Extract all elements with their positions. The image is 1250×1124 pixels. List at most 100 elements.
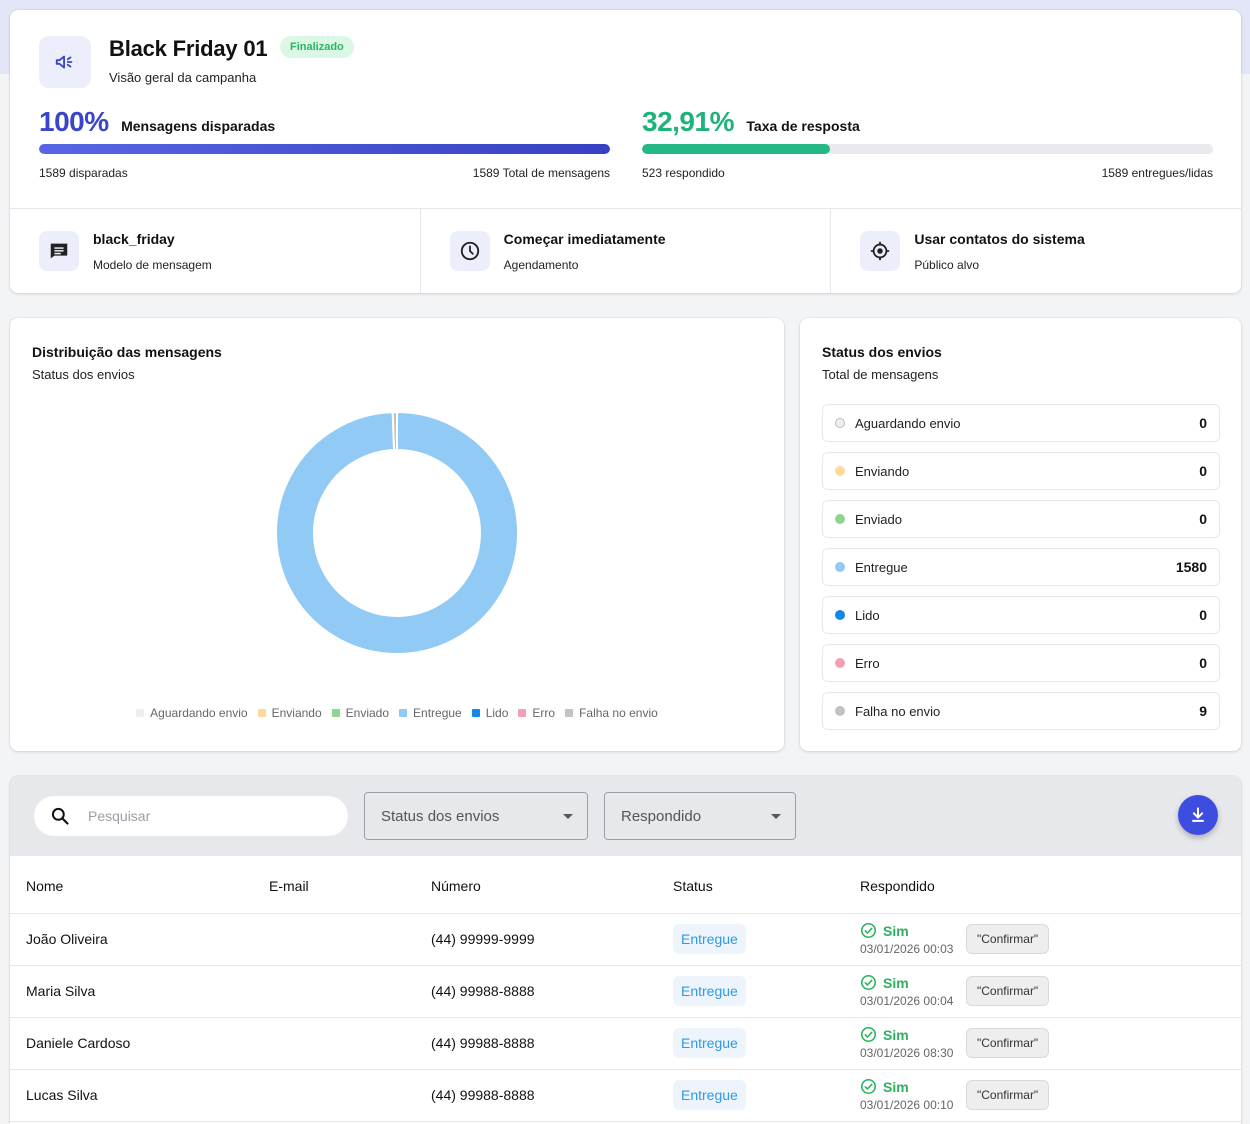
sent-count: 1589 disparadas [39, 166, 128, 180]
table-row[interactable]: Maria Silva (44) 99988-8888 Entregue Sim… [10, 966, 1241, 1018]
col-name-header[interactable]: Nome [26, 878, 64, 894]
responded-filter-select[interactable]: Respondido [604, 792, 796, 840]
cell-number: (44) 99988-8888 [431, 1087, 535, 1103]
legend-item[interactable]: Aguardando envio [136, 706, 248, 720]
status-value: 0 [1199, 607, 1207, 623]
legend-label: Enviando [271, 706, 322, 720]
status-summary-subtitle: Total de mensagens [822, 367, 939, 382]
col-status-header[interactable]: Status [673, 878, 713, 894]
status-row-aguardando: Aguardando envio 0 [822, 404, 1220, 442]
status-dot [835, 514, 845, 524]
clock-icon [449, 231, 490, 271]
legend-label: Enviado [345, 706, 390, 720]
chevron-down-icon [563, 814, 573, 819]
chevron-down-icon [771, 814, 781, 819]
status-pill: Entregue [673, 924, 746, 954]
confirm-button[interactable]: "Confirmar" [966, 924, 1050, 954]
legend-item[interactable]: Enviando [257, 706, 322, 720]
table-row[interactable]: Daniele Cardoso (44) 99988-8888 Entregue… [10, 1018, 1241, 1070]
check-circle-icon [860, 1026, 877, 1043]
campaign-subtitle: Visão geral da campanha [109, 70, 257, 85]
legend-label: Falha no envio [579, 706, 658, 720]
legend-swatch [136, 709, 145, 717]
status-dot [835, 658, 845, 668]
campaign-info-row: black_friday Modelo de mensagem Começar … [10, 208, 1241, 293]
status-summary-title: Status dos envios [822, 344, 942, 360]
status-pill: Entregue [673, 976, 746, 1006]
sent-total: 1589 Total de mensagens [472, 166, 610, 180]
legend-swatch [471, 709, 480, 717]
confirm-button[interactable]: "Confirmar" [966, 1028, 1050, 1058]
legend-item[interactable]: Enviado [331, 706, 390, 720]
status-pill: Entregue [673, 1028, 746, 1058]
table-header: Nome E-mail Número Status Respondido [10, 856, 1241, 914]
col-email-header[interactable]: E-mail [269, 878, 309, 894]
search-box[interactable] [34, 796, 348, 836]
status-filter-label: Status dos envios [381, 807, 500, 825]
contacts-table-card: Status dos envios Respondido Nome E-mail… [10, 776, 1241, 1124]
responded-value: Sim [883, 1078, 909, 1095]
legend-label: Lido [485, 706, 509, 720]
response-percent: 32,91% [642, 106, 734, 137]
legend-item[interactable]: Falha no envio [565, 706, 658, 720]
legend-item[interactable]: Entregue [399, 706, 462, 720]
response-progress-fill [642, 144, 830, 154]
check-circle-icon [860, 922, 877, 939]
response-count: 523 respondido [642, 166, 725, 180]
download-button[interactable] [1178, 795, 1218, 835]
info-schedule-sub: Agendamento [503, 258, 579, 272]
status-badge: Finalizado [280, 36, 354, 58]
legend-swatch [518, 709, 527, 717]
donut-slice-entregue[interactable] [275, 411, 519, 655]
status-label: Lido [855, 607, 880, 623]
confirm-button[interactable]: "Confirmar" [966, 1080, 1050, 1110]
sent-metric: 100% Mensagens disparadas 1589 disparada… [39, 106, 610, 180]
status-label: Erro [855, 655, 880, 671]
responded-date: 03/01/2026 00:04 [860, 994, 954, 1008]
table-row[interactable]: Lucas Silva (44) 99988-8888 Entregue Sim… [10, 1070, 1241, 1122]
sent-progress-bar [39, 144, 610, 154]
status-row-enviando: Enviando 0 [822, 452, 1220, 490]
legend-item[interactable]: Erro [518, 706, 555, 720]
status-dot [835, 706, 845, 716]
info-template: black_friday Modelo de mensagem [10, 209, 421, 293]
responded-cell: Sim 03/01/2026 00:03 [860, 922, 953, 957]
info-template-sub: Modelo de mensagem [93, 258, 212, 272]
status-row-lido: Lido 0 [822, 596, 1220, 634]
status-value: 1580 [1175, 559, 1207, 575]
status-row-erro: Erro 0 [822, 644, 1220, 682]
cell-number: (44) 99988-8888 [431, 983, 535, 999]
responded-cell: Sim 03/01/2026 00:04 [860, 974, 954, 1009]
legend-label: Aguardando envio [150, 706, 248, 720]
legend-item[interactable]: Lido [471, 706, 509, 720]
status-pill: Entregue [673, 1080, 746, 1110]
status-label: Falha no envio [855, 703, 941, 719]
chart-legend: Aguardando envio Enviando Enviado Entregue L… [10, 706, 784, 720]
info-schedule: Começar imediatamente Agendamento [421, 209, 832, 293]
responded-date: 03/01/2026 08:30 [860, 1046, 954, 1060]
status-row-entregue: Entregue 1580 [822, 548, 1220, 586]
responded-filter-label: Respondido [621, 807, 702, 825]
status-list: Aguardando envio 0 Enviando 0 Enviado 0 … [822, 404, 1220, 740]
col-number-header[interactable]: Número [431, 878, 481, 894]
status-filter-select[interactable]: Status dos envios [364, 792, 588, 840]
responded-value: Sim [883, 922, 909, 939]
responded-value: Sim [883, 974, 909, 991]
info-schedule-title: Começar imediatamente [503, 231, 666, 247]
confirm-button[interactable]: "Confirmar" [966, 976, 1050, 1006]
table-row[interactable]: João Oliveira (44) 99999-9999 Entregue S… [10, 914, 1241, 966]
response-total: 1589 entregues/lidas [1101, 166, 1213, 180]
search-input[interactable] [88, 808, 318, 824]
donut-chart [275, 411, 519, 655]
col-responded-header[interactable]: Respondido [860, 878, 935, 894]
target-icon [860, 231, 901, 271]
status-dot [835, 466, 845, 476]
cell-number: (44) 99999-9999 [431, 931, 535, 947]
status-value: 0 [1199, 511, 1207, 527]
donut-slice-falha-no-envio[interactable] [391, 411, 398, 452]
info-audience-title: Usar contatos do sistema [914, 231, 1085, 247]
response-progress-bar [642, 144, 1213, 154]
check-circle-icon [860, 974, 877, 991]
status-summary-card: Status dos envios Total de mensagens Agu… [800, 318, 1241, 751]
info-template-title: black_friday [93, 231, 175, 247]
